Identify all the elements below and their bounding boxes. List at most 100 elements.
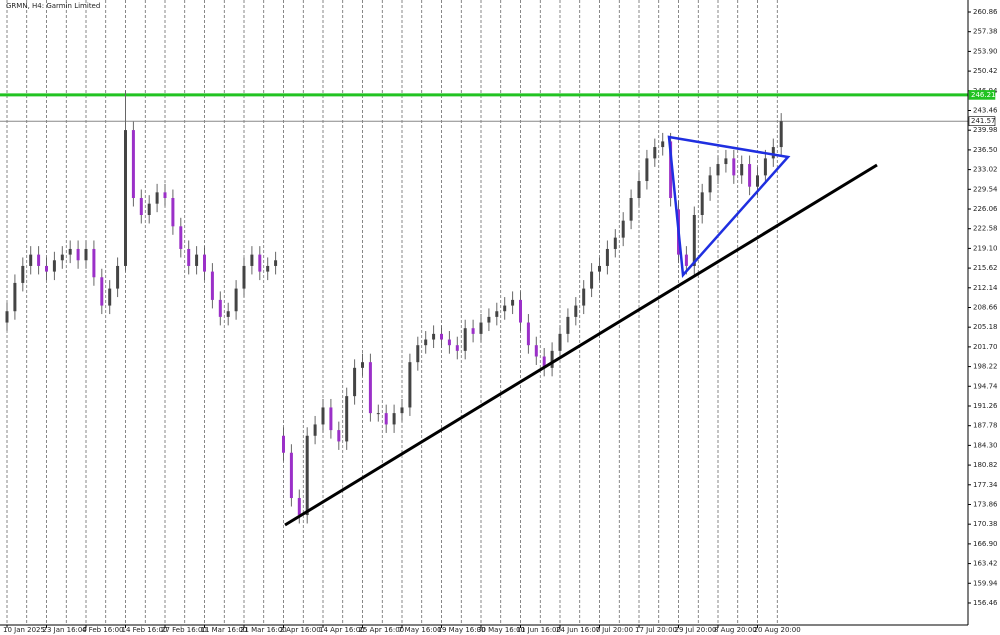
- price-tag: [968, 116, 996, 126]
- candle-body: [637, 181, 641, 199]
- x-tick-label: 17 Jul 20:00: [635, 626, 677, 634]
- y-tick-label: 201.70: [973, 343, 998, 351]
- candle-body: [250, 254, 254, 266]
- candle-body: [542, 356, 546, 368]
- candle-body: [756, 175, 759, 187]
- candle-body: [258, 254, 262, 272]
- x-tick-label: 21 Mar 16:00: [240, 626, 287, 634]
- y-tick-label: 198.22: [973, 363, 998, 371]
- candle-body: [116, 265, 120, 289]
- candle-body: [384, 413, 388, 425]
- y-tick-label: 177.34: [973, 481, 998, 489]
- candle-body: [195, 254, 199, 266]
- candle-body: [495, 311, 499, 317]
- x-tick-label: 4 Feb 16:00: [82, 626, 123, 634]
- y-tick-label: 166.90: [973, 540, 998, 548]
- x-tick-label: 30 May 16:00: [477, 626, 525, 634]
- y-tick-label: 229.54: [973, 185, 998, 193]
- candle-body: [621, 220, 625, 238]
- candle-body: [124, 130, 127, 266]
- y-tick-label: 215.62: [973, 264, 998, 272]
- x-tick-label: 27 Feb 16:00: [161, 626, 207, 634]
- x-tick-label: 7 Jul 20:00: [596, 626, 634, 634]
- candle-body: [234, 288, 238, 312]
- candle-body: [179, 226, 183, 249]
- candle-body: [131, 130, 135, 199]
- candle-body: [503, 305, 507, 312]
- candle-body: [716, 164, 720, 176]
- candle-body: [84, 248, 88, 261]
- candle-body: [455, 345, 459, 351]
- candle-body: [645, 158, 649, 182]
- candle-body: [692, 214, 696, 266]
- y-tick-label: 233.02: [973, 166, 998, 174]
- y-tick-label: 187.78: [973, 422, 998, 430]
- y-tick-label: 253.90: [973, 47, 998, 55]
- candle-body: [471, 328, 475, 334]
- candle-body: [598, 265, 601, 272]
- candle-body: [368, 362, 372, 414]
- x-tick-label: 23 Jan 16:00: [43, 626, 87, 634]
- candle-body: [732, 158, 736, 176]
- candle-body: [305, 435, 309, 516]
- candle-body: [590, 271, 594, 289]
- candle-body: [424, 339, 428, 346]
- candle-body: [511, 299, 515, 306]
- candle-body: [60, 254, 64, 261]
- x-tick-label: 11 Mar 16:00: [201, 626, 248, 634]
- candle-body: [566, 316, 570, 334]
- candle-body: [45, 265, 48, 272]
- candle-body: [779, 121, 783, 148]
- candle-body: [392, 413, 396, 425]
- candle-body: [226, 311, 230, 317]
- candle-body: [37, 254, 41, 266]
- triangle-pattern: [667, 135, 791, 278]
- candle-body: [266, 265, 270, 272]
- candle-body: [463, 328, 467, 351]
- price-tag-label: 246.21: [971, 91, 996, 99]
- y-tick-label: 239.98: [973, 126, 998, 134]
- y-tick-label: 236.50: [973, 146, 998, 154]
- y-tick-label: 180.82: [973, 461, 998, 469]
- candle-body: [526, 322, 530, 346]
- y-tick-label: 173.86: [973, 500, 998, 508]
- levels: [0, 93, 968, 122]
- candle-body: [345, 396, 349, 442]
- price-tag-label: 241.57: [971, 117, 996, 125]
- trend-line: [284, 163, 878, 527]
- candle-body: [487, 316, 491, 323]
- y-tick-label: 159.94: [973, 579, 998, 587]
- candle-body: [203, 254, 206, 272]
- candle-body: [376, 413, 380, 415]
- candle-body: [68, 248, 72, 255]
- candle-body: [432, 333, 436, 340]
- candle-body: [534, 345, 538, 357]
- x-tick-label: 8 Aug 20:00: [714, 626, 757, 634]
- candle-body: [52, 260, 56, 272]
- candle-body: [361, 362, 364, 368]
- candle-body: [416, 345, 420, 363]
- candle-body: [479, 322, 483, 334]
- candle-body: [13, 282, 17, 312]
- x-tick-label: 7 May 16:00: [398, 626, 442, 634]
- candle-body: [740, 164, 744, 176]
- candle-body: [708, 175, 712, 193]
- y-tick-label: 191.26: [973, 402, 998, 410]
- x-tick-label: 29 Jul 20:00: [675, 626, 717, 634]
- y-tick-label: 257.38: [973, 28, 998, 36]
- y-tick-label: 226.06: [973, 205, 998, 213]
- y-tick-label: 260.86: [973, 8, 998, 16]
- candle-body: [653, 147, 657, 159]
- candle-body: [282, 435, 285, 453]
- candle-body: [629, 198, 633, 221]
- x-tick-label: 24 Jun 16:00: [556, 626, 600, 634]
- y-tick-label: 250.42: [973, 67, 998, 75]
- candle-body: [661, 141, 665, 148]
- candle-body: [748, 164, 752, 187]
- candle-body: [353, 367, 357, 397]
- y-tick-label: 156.46: [973, 599, 998, 607]
- y-tick-label: 194.74: [973, 382, 998, 390]
- candle-body: [187, 248, 191, 266]
- candle-body: [297, 498, 301, 516]
- grid: [6, 0, 778, 625]
